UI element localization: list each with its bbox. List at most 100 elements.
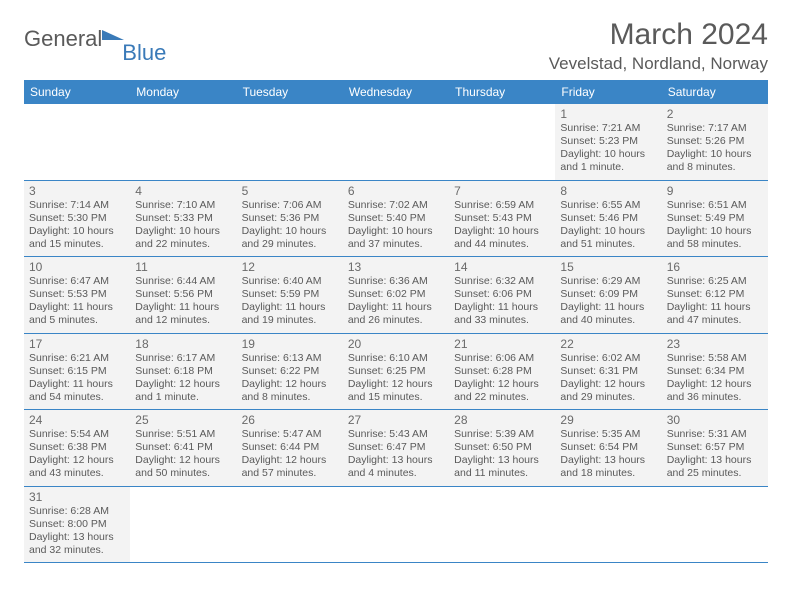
sunrise-line: Sunrise: 6:06 AM: [454, 352, 550, 365]
sunrise-line: Sunrise: 5:35 AM: [560, 428, 656, 441]
calendar-cell: [237, 487, 343, 563]
sunset-line: Sunset: 5:36 PM: [242, 212, 338, 225]
calendar-cell: 17Sunrise: 6:21 AMSunset: 6:15 PMDayligh…: [24, 334, 130, 410]
day-number: 26: [242, 413, 338, 427]
sunset-line: Sunset: 6:44 PM: [242, 441, 338, 454]
sunset-line: Sunset: 6:38 PM: [29, 441, 125, 454]
calendar-cell: [24, 104, 130, 180]
sunrise-line: Sunrise: 6:21 AM: [29, 352, 125, 365]
day-number: 9: [667, 184, 763, 198]
calendar-cell: [449, 104, 555, 180]
sunset-line: Sunset: 5:33 PM: [135, 212, 231, 225]
calendar-week: 31Sunrise: 6:28 AMSunset: 8:00 PMDayligh…: [24, 487, 768, 564]
day-number: 2: [667, 107, 763, 121]
daylight-line: Daylight: 10 hours and 1 minute.: [560, 148, 656, 174]
daylight-line: Daylight: 13 hours and 11 minutes.: [454, 454, 550, 480]
daylight-line: Daylight: 13 hours and 25 minutes.: [667, 454, 763, 480]
calendar-cell: 21Sunrise: 6:06 AMSunset: 6:28 PMDayligh…: [449, 334, 555, 410]
sunset-line: Sunset: 5:56 PM: [135, 288, 231, 301]
sunrise-line: Sunrise: 6:44 AM: [135, 275, 231, 288]
day-header: Thursday: [449, 80, 555, 104]
calendar-cell: 26Sunrise: 5:47 AMSunset: 6:44 PMDayligh…: [237, 410, 343, 486]
calendar-cell: [237, 104, 343, 180]
calendar-cell: 18Sunrise: 6:17 AMSunset: 6:18 PMDayligh…: [130, 334, 236, 410]
sunset-line: Sunset: 6:15 PM: [29, 365, 125, 378]
header: General Blue March 2024 Vevelstad, Nordl…: [24, 18, 768, 74]
day-number: 5: [242, 184, 338, 198]
sunrise-line: Sunrise: 6:13 AM: [242, 352, 338, 365]
sunset-line: Sunset: 6:25 PM: [348, 365, 444, 378]
sunset-line: Sunset: 6:02 PM: [348, 288, 444, 301]
day-number: 4: [135, 184, 231, 198]
calendar-cell: 3Sunrise: 7:14 AMSunset: 5:30 PMDaylight…: [24, 181, 130, 257]
sunset-line: Sunset: 6:50 PM: [454, 441, 550, 454]
day-number: 16: [667, 260, 763, 274]
calendar-cell: 19Sunrise: 6:13 AMSunset: 6:22 PMDayligh…: [237, 334, 343, 410]
calendar-cell: 12Sunrise: 6:40 AMSunset: 5:59 PMDayligh…: [237, 257, 343, 333]
sunset-line: Sunset: 6:18 PM: [135, 365, 231, 378]
calendar-cell: 11Sunrise: 6:44 AMSunset: 5:56 PMDayligh…: [130, 257, 236, 333]
daylight-line: Daylight: 13 hours and 32 minutes.: [29, 531, 125, 557]
sunrise-line: Sunrise: 5:47 AM: [242, 428, 338, 441]
calendar-cell: 27Sunrise: 5:43 AMSunset: 6:47 PMDayligh…: [343, 410, 449, 486]
sunset-line: Sunset: 6:41 PM: [135, 441, 231, 454]
day-number: 29: [560, 413, 656, 427]
location: Vevelstad, Nordland, Norway: [549, 54, 768, 74]
calendar-week: 24Sunrise: 5:54 AMSunset: 6:38 PMDayligh…: [24, 410, 768, 487]
day-number: 11: [135, 260, 231, 274]
calendar-cell: 8Sunrise: 6:55 AMSunset: 5:46 PMDaylight…: [555, 181, 661, 257]
calendar-cell: 22Sunrise: 6:02 AMSunset: 6:31 PMDayligh…: [555, 334, 661, 410]
daylight-line: Daylight: 11 hours and 33 minutes.: [454, 301, 550, 327]
day-header: Wednesday: [343, 80, 449, 104]
sunrise-line: Sunrise: 6:17 AM: [135, 352, 231, 365]
sunrise-line: Sunrise: 6:10 AM: [348, 352, 444, 365]
sunrise-line: Sunrise: 6:32 AM: [454, 275, 550, 288]
sunrise-line: Sunrise: 5:58 AM: [667, 352, 763, 365]
sunrise-line: Sunrise: 7:10 AM: [135, 199, 231, 212]
sunset-line: Sunset: 5:59 PM: [242, 288, 338, 301]
page-title: March 2024: [549, 18, 768, 52]
sunset-line: Sunset: 6:47 PM: [348, 441, 444, 454]
day-number: 3: [29, 184, 125, 198]
day-number: 22: [560, 337, 656, 351]
day-number: 1: [560, 107, 656, 121]
daylight-line: Daylight: 10 hours and 44 minutes.: [454, 225, 550, 251]
calendar-cell: [130, 487, 236, 563]
sunset-line: Sunset: 5:40 PM: [348, 212, 444, 225]
daylight-line: Daylight: 13 hours and 4 minutes.: [348, 454, 444, 480]
calendar-week: 1Sunrise: 7:21 AMSunset: 5:23 PMDaylight…: [24, 104, 768, 181]
calendar-cell: 5Sunrise: 7:06 AMSunset: 5:36 PMDaylight…: [237, 181, 343, 257]
sunset-line: Sunset: 6:22 PM: [242, 365, 338, 378]
calendar-cell: 29Sunrise: 5:35 AMSunset: 6:54 PMDayligh…: [555, 410, 661, 486]
day-number: 13: [348, 260, 444, 274]
calendar-week: 17Sunrise: 6:21 AMSunset: 6:15 PM Dayligh…: [24, 334, 768, 411]
sunrise-line: Sunrise: 6:02 AM: [560, 352, 656, 365]
calendar: SundayMondayTuesdayWednesdayThursdayFrid…: [24, 80, 768, 563]
sunset-line: Sunset: 6:34 PM: [667, 365, 763, 378]
daylight-line: Daylight: 10 hours and 58 minutes.: [667, 225, 763, 251]
sunrise-line: Sunrise: 5:39 AM: [454, 428, 550, 441]
daylight-line: Daylight: 11 hours and 19 minutes.: [242, 301, 338, 327]
calendar-cell: 7Sunrise: 6:59 AMSunset: 5:43 PMDaylight…: [449, 181, 555, 257]
daylight-line: Daylight: 10 hours and 8 minutes.: [667, 148, 763, 174]
day-number: 10: [29, 260, 125, 274]
day-number: 21: [454, 337, 550, 351]
sunset-line: Sunset: 6:12 PM: [667, 288, 763, 301]
day-headers: SundayMondayTuesdayWednesdayThursdayFrid…: [24, 80, 768, 104]
sunset-line: Sunset: 5:30 PM: [29, 212, 125, 225]
calendar-cell: 25Sunrise: 5:51 AMSunset: 6:41 PMDayligh…: [130, 410, 236, 486]
daylight-line: Daylight: 10 hours and 29 minutes.: [242, 225, 338, 251]
calendar-week: 10Sunrise: 6:47 AMSunset: 5:53 PMDayligh…: [24, 257, 768, 334]
day-number: 20: [348, 337, 444, 351]
calendar-cell: [662, 487, 768, 563]
sunrise-line: Sunrise: 6:51 AM: [667, 199, 763, 212]
daylight-line: Daylight: 12 hours and 29 minutes.: [560, 378, 656, 404]
day-number: 8: [560, 184, 656, 198]
daylight-line: Daylight: 10 hours and 37 minutes.: [348, 225, 444, 251]
calendar-cell: 30Sunrise: 5:31 AMSunset: 6:57 PMDayligh…: [662, 410, 768, 486]
calendar-cell: 10Sunrise: 6:47 AMSunset: 5:53 PMDayligh…: [24, 257, 130, 333]
sunrise-line: Sunrise: 6:28 AM: [29, 505, 125, 518]
day-number: 17: [29, 337, 125, 351]
sunrise-line: Sunrise: 6:36 AM: [348, 275, 444, 288]
calendar-cell: [449, 487, 555, 563]
